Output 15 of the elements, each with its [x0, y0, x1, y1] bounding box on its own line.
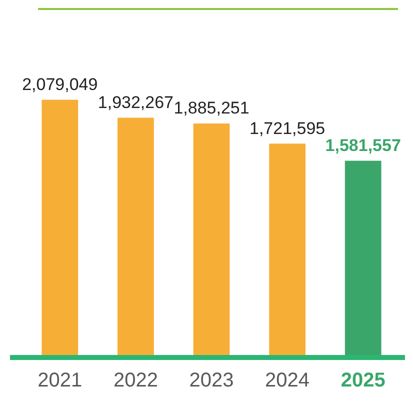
x-tick-label: 2023 — [189, 370, 234, 392]
data-label: 1,885,251 — [174, 98, 250, 118]
x-tick-label: 2025 — [340, 370, 386, 392]
data-label: 1,932,267 — [98, 92, 174, 112]
x-tick-label: 2022 — [113, 370, 158, 392]
bar — [193, 123, 230, 355]
bar — [42, 100, 78, 355]
data-label: 2,079,049 — [22, 74, 98, 94]
data-label: 1,581,557 — [325, 136, 401, 155]
x-tick-label: 2024 — [265, 370, 310, 392]
data-label: 1,721,595 — [249, 118, 326, 138]
bar — [344, 160, 382, 355]
bar — [269, 144, 306, 355]
bar — [118, 118, 154, 355]
x-tick-label: 2021 — [38, 370, 82, 392]
